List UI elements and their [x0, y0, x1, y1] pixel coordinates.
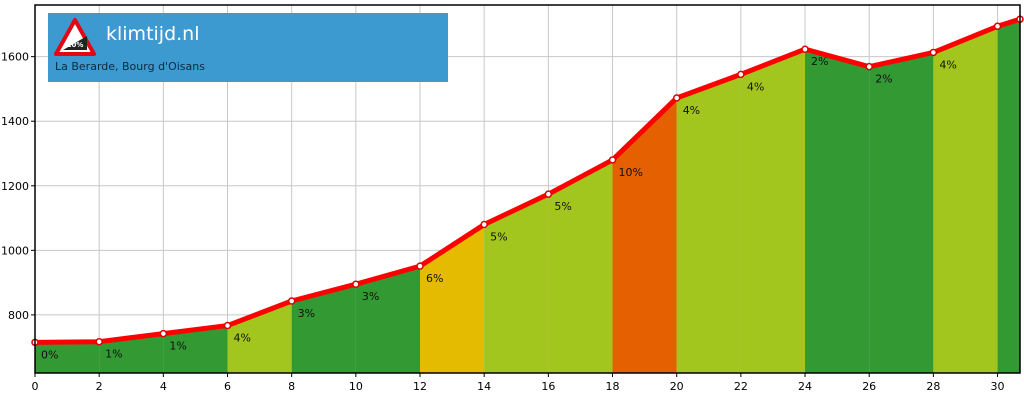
x-tick-label: 4 [160, 380, 167, 393]
grade-segment [291, 284, 356, 373]
grade-label: 4% [747, 80, 764, 93]
profile-point [865, 62, 873, 71]
grade-label: 6% [426, 272, 443, 285]
profile-point [608, 156, 617, 164]
x-tick-label: 14 [477, 380, 491, 393]
plot-frame [34, 4, 1021, 374]
grade-label: 3% [298, 307, 315, 320]
steep-climb-warning-icon: 20% [54, 18, 96, 56]
grade-segment [997, 19, 1020, 373]
x-tick-label: 10 [349, 380, 363, 393]
grade-segment [163, 325, 228, 373]
grade-label: 2% [875, 73, 892, 86]
y-tick-label: 1600 [1, 51, 29, 64]
grade-segment [676, 74, 741, 374]
grade-label: 2% [811, 55, 828, 68]
grade-segment [227, 301, 292, 373]
grade-label: 5% [490, 231, 507, 244]
axes: 0 2 4 6 8 10 12 14 16 18 20 22 24 26 28 308001000120014… [1, 4, 1021, 393]
profile-point [737, 70, 745, 79]
profile-point [993, 22, 1002, 31]
x-tick-label: 8 [288, 380, 295, 393]
profile-point [352, 280, 360, 288]
profile-point [159, 329, 168, 338]
x-tick-label: 6 [224, 380, 231, 393]
profile-point [929, 48, 938, 57]
grade-label: 3% [362, 290, 379, 303]
grade-segment [355, 266, 421, 373]
grade-label: 4% [234, 332, 251, 345]
grade-label: 4% [939, 58, 956, 71]
grade-segment [484, 194, 549, 373]
profile-point [416, 262, 424, 270]
x-tick-label: 0 [32, 380, 39, 393]
grade-segment [548, 159, 613, 373]
grade-segment [35, 341, 100, 373]
x-tick-label: 12 [413, 380, 427, 393]
profile-point [480, 220, 488, 229]
brand-name: klimtijd.nl [106, 23, 200, 45]
x-tick-label: 24 [798, 380, 812, 393]
grade-label: 0% [41, 348, 58, 361]
grade-label: 4% [683, 104, 700, 117]
grade-segment [612, 97, 677, 374]
grade-label: 1% [105, 348, 122, 361]
y-tick-label: 1400 [1, 115, 29, 128]
y-tick-label: 800 [8, 309, 29, 322]
profile-point [801, 45, 809, 53]
grade-segment [869, 52, 934, 373]
x-tick-label: 16 [541, 380, 555, 393]
x-tick-label: 18 [606, 380, 620, 393]
profile-point [287, 297, 296, 305]
profile-point [544, 190, 553, 198]
grade-label: 5% [554, 200, 571, 213]
profile-point [672, 94, 681, 102]
logo-percent-text: 20% [67, 41, 84, 49]
grade-label: 1% [169, 340, 186, 353]
profile-point [223, 321, 232, 330]
grade-segment [805, 49, 870, 374]
profile-points [31, 15, 1024, 347]
grade-segment [933, 26, 998, 373]
x-tick-label: 28 [926, 380, 940, 393]
brand-banner: 20% klimtijd.nl La Berarde, Bourg d'Oisa… [48, 13, 448, 82]
y-tick-label: 1200 [1, 180, 29, 193]
x-tick-label: 26 [862, 380, 876, 393]
x-tick-label: 30 [991, 380, 1005, 393]
climb-name: La Berarde, Bourg d'Oisans [55, 60, 205, 73]
x-tick-label: 2 [96, 380, 103, 393]
grade-segments [35, 19, 1020, 374]
grade-segment [99, 333, 164, 373]
x-tick-label: 20 [670, 380, 684, 393]
grade-segment [420, 224, 485, 373]
x-tick-label: 22 [734, 380, 748, 393]
grade-segment [740, 49, 806, 374]
grade-labels: 0% 1% 1% 4% 3% 3% 6% 5% 5% 10% 4% 4% 2% 2% 4% [41, 55, 957, 361]
profile-point [95, 337, 103, 346]
y-tick-label: 1000 [1, 244, 29, 257]
grade-label: 10% [619, 166, 643, 179]
